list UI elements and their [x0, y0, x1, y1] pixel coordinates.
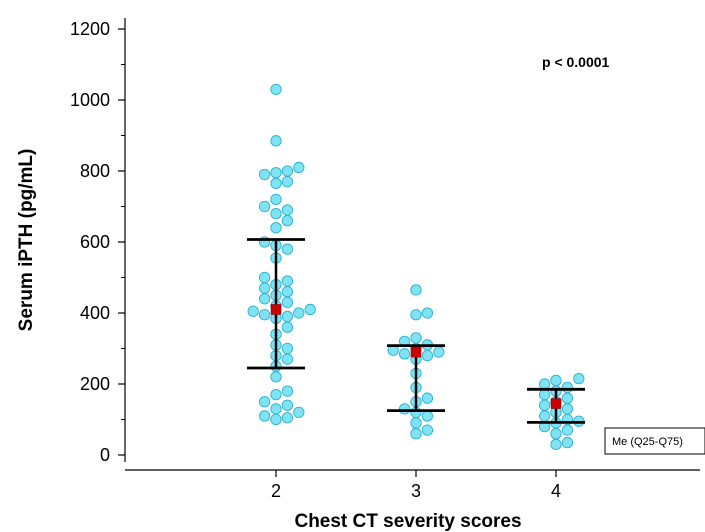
- data-point: [258, 396, 271, 408]
- data-point: [304, 303, 316, 316]
- median-marker: [270, 304, 282, 315]
- data-point: [281, 353, 294, 365]
- data-point: [281, 286, 294, 298]
- data-point: [270, 83, 282, 96]
- legend-box: [604, 427, 705, 455]
- data-point: [281, 215, 294, 227]
- y-axis-ticks: 0 200 400 600 800 1000 1200: [70, 19, 125, 465]
- data-point: [410, 417, 422, 429]
- y-tick-label: 800: [80, 161, 110, 181]
- x-axis-title: Chest CT severity scores: [294, 511, 521, 532]
- data-point: [281, 310, 294, 323]
- data-point: [550, 428, 562, 440]
- y-tick-label: 1200: [70, 19, 110, 39]
- data-point: [538, 388, 551, 401]
- y-tick-label: 400: [80, 303, 110, 323]
- data-point: [398, 348, 411, 360]
- data-point: [410, 284, 422, 296]
- x-tick-label: 3: [411, 481, 421, 501]
- data-point: [293, 307, 305, 319]
- y-tick-label: 600: [80, 232, 110, 252]
- data-point: [281, 399, 294, 411]
- data-point: [258, 282, 271, 294]
- data-point: [421, 424, 434, 436]
- data-point: [258, 271, 271, 284]
- legend-label: Me (Q25-Q75): [612, 436, 683, 448]
- y-tick-label: 1000: [70, 90, 110, 110]
- data-point: [410, 309, 422, 321]
- data-point: [281, 275, 294, 287]
- data-point: [258, 168, 271, 181]
- data-point: [293, 406, 305, 419]
- data-point: [561, 381, 574, 394]
- data-point: [281, 243, 294, 255]
- y-tick-label: 0: [100, 445, 110, 465]
- p-value-annotation: p < 0.0001: [542, 54, 610, 70]
- x-axis-ticks: 2 3 4: [271, 470, 561, 501]
- data-point: [433, 346, 445, 358]
- data-point: [561, 392, 574, 404]
- legend: Me (Q25-Q75): [604, 427, 705, 455]
- data-point: [410, 332, 422, 344]
- data-point: [270, 371, 282, 383]
- data-point: [281, 165, 294, 177]
- data-point: [258, 293, 271, 305]
- data-point: [270, 403, 282, 415]
- data-point: [281, 296, 294, 308]
- data-point: [281, 385, 294, 397]
- y-axis-title: Serum iPTH (pg/mL): [16, 149, 37, 332]
- data-point: [281, 204, 294, 216]
- data-point: [561, 436, 574, 449]
- data-point: [270, 413, 282, 426]
- data-point: [421, 349, 434, 362]
- data-point: [281, 175, 294, 188]
- data-point: [270, 388, 282, 401]
- y-tick-label: 200: [80, 374, 110, 394]
- median-marker: [550, 398, 562, 409]
- data-point: [550, 438, 562, 450]
- data-point: [270, 135, 282, 147]
- data-point: [258, 200, 271, 213]
- data-point: [538, 399, 551, 411]
- data-point: [258, 410, 271, 422]
- data-point: [281, 412, 294, 424]
- data-point: [258, 309, 271, 321]
- data-point: [270, 193, 282, 206]
- data-point: [550, 374, 562, 387]
- quartile-bars: [247, 238, 585, 424]
- data-point: [538, 410, 551, 422]
- data-point: [270, 207, 282, 220]
- data-point: [281, 321, 294, 333]
- x-tick-label: 4: [551, 481, 561, 501]
- data-point: [281, 342, 294, 355]
- x-tick-label: 2: [271, 481, 281, 501]
- data-point: [538, 378, 551, 390]
- data-point: [270, 167, 282, 179]
- data-point: [421, 392, 434, 404]
- data-point: [247, 305, 259, 317]
- data-point: [421, 410, 434, 422]
- median-marker: [410, 346, 422, 358]
- data-point: [410, 428, 422, 440]
- data-point: [421, 307, 434, 319]
- data-point: [293, 161, 305, 174]
- data-point: [398, 403, 411, 415]
- data-point: [561, 424, 574, 436]
- data-point: [561, 403, 574, 415]
- data-point: [573, 373, 585, 385]
- data-point: [270, 177, 282, 190]
- data-point: [270, 222, 282, 234]
